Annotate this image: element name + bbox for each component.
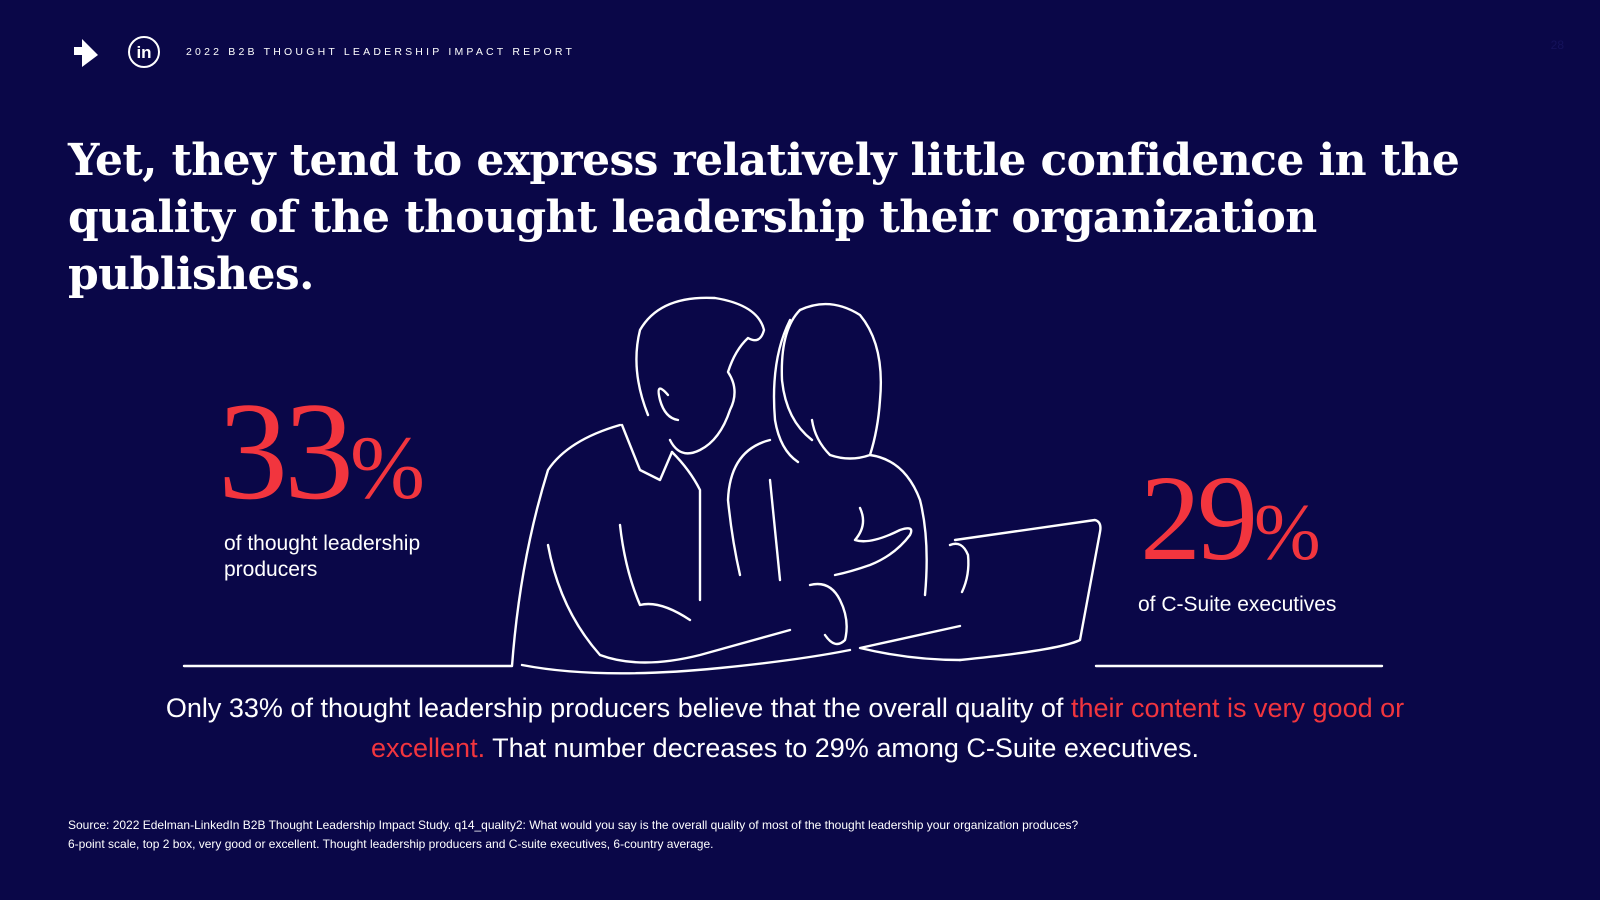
linkedin-logo-icon: in — [128, 36, 160, 68]
man-ear — [657, 387, 680, 422]
page-title: Yet, they tend to express relatively lit… — [68, 135, 1460, 300]
woman-shoulder — [726, 438, 772, 577]
man-head — [635, 296, 766, 455]
woman-body — [868, 453, 928, 597]
report-header: in 2022 B2B THOUGHT LEADERSHIP IMPACT RE… — [68, 30, 575, 74]
laptop-screen — [953, 518, 1102, 662]
summary-part-1: Only 33% of thought leadership producers… — [165, 693, 1071, 723]
stat-csuite: 29% of C-Suite executives — [1138, 458, 1337, 618]
man-back — [520, 648, 852, 675]
report-title: 2022 B2B THOUGHT LEADERSHIP IMPACT REPOR… — [186, 46, 576, 58]
stat-csuite-number: 29 — [1140, 451, 1258, 586]
stat-producers: 33% of thought leadership producers — [218, 382, 454, 583]
stat-csuite-unit: % — [1254, 489, 1321, 577]
source-note: Source: 2022 Edelman-LinkedIn B2B Though… — [68, 816, 1388, 854]
woman-face — [780, 308, 814, 442]
stat-csuite-caption: of C-Suite executives — [1138, 593, 1337, 616]
woman-hair-back — [772, 318, 800, 464]
woman-sleeve — [768, 478, 782, 582]
summary-part-2: That number decreases to 29% among C-Sui… — [485, 733, 1199, 763]
man-shirt — [670, 450, 702, 602]
source-line-2: 6-point scale, top 2 box, very good or e… — [68, 837, 714, 851]
woman-hand — [833, 506, 913, 577]
man-arm-inner — [618, 523, 692, 622]
hand-typing — [948, 542, 970, 594]
linkedin-logo-text: in — [136, 42, 152, 62]
man-hand — [808, 582, 848, 646]
stat-csuite-value: 29% — [1140, 458, 1336, 594]
source-line-1: Source: 2022 Edelman-LinkedIn B2B Though… — [68, 818, 1079, 832]
stat-producers-number: 33 — [218, 374, 354, 529]
man-collar — [620, 423, 674, 482]
man-arm — [546, 543, 792, 664]
stat-producers-value: 33% — [218, 382, 454, 539]
summary-text: Only 33% of thought leadership producers… — [150, 688, 1420, 768]
stat-producers-unit: % — [350, 419, 425, 518]
page-number: 28 — [1550, 38, 1564, 52]
arrow-logo-icon — [68, 33, 106, 71]
laptop-base — [858, 624, 962, 662]
stat-producers-caption: of thought leadership producers — [224, 532, 421, 581]
woman-hair — [798, 302, 882, 460]
summary-highlight: their content is very good or excellent. — [371, 693, 1405, 763]
